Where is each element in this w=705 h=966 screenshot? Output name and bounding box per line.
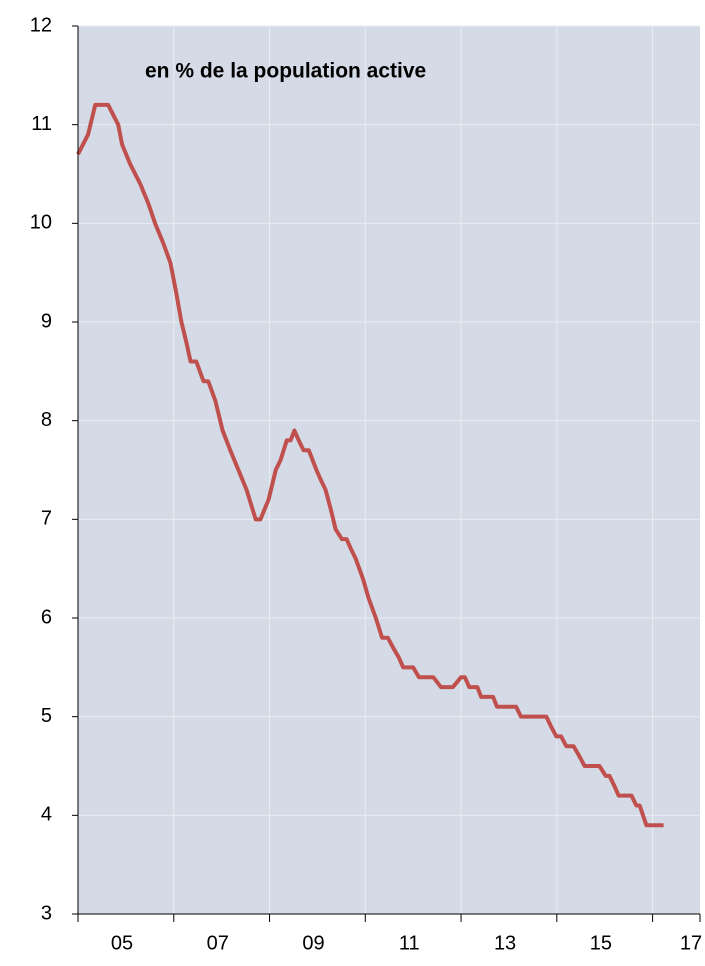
x-tick-label: 07	[207, 932, 229, 954]
y-tick-label: 11	[31, 113, 52, 135]
y-tick-label: 12	[30, 14, 52, 36]
x-tick-label: 15	[590, 932, 612, 954]
x-tick-label: 13	[494, 932, 516, 954]
y-tick-label: 6	[41, 606, 52, 628]
plot-area	[78, 26, 700, 914]
y-tick-label: 4	[41, 804, 52, 826]
x-tick-label: 05	[111, 932, 133, 954]
y-tick-label: 8	[41, 409, 52, 431]
y-tick-label: 7	[41, 508, 52, 530]
x-tick-label: 11	[399, 932, 420, 954]
y-tick-label: 5	[41, 705, 52, 727]
y-tick-label: 9	[41, 310, 52, 332]
x-tick-label: 17	[680, 932, 702, 954]
x-tick-label: 09	[302, 932, 324, 954]
y-tick-label: 3	[41, 902, 52, 924]
data-line	[76, 102, 664, 828]
y-tick-label: 10	[30, 212, 52, 234]
chart-title: en % de la population active	[145, 60, 426, 83]
